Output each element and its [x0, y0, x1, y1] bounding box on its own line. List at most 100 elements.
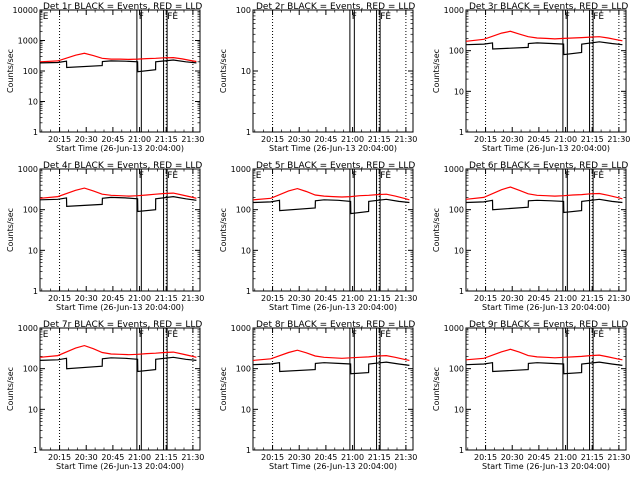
y-axis-label: Counts/sec [6, 208, 15, 252]
panel-title: Det 8r BLACK = Events, RED = LLD [256, 320, 415, 330]
lld-rate-line [39, 344, 197, 358]
y-tick-label: 10 [241, 67, 251, 76]
y-axis-label: Counts/sec [6, 49, 15, 93]
x-tick-label: 20:30 [501, 453, 524, 462]
y-tick-label: 1 [459, 287, 464, 296]
panel-det-6: Det 6r BLACK = Events, RED = LLD 1 10 100 10… [432, 161, 630, 312]
y-tick-label: 1 [33, 128, 38, 137]
x-tick-label: 21:15 [155, 294, 178, 303]
x-tick-label: 20:15 [474, 294, 497, 303]
y-tick-label: 1 [246, 128, 251, 137]
x-tick-label: 21:15 [155, 453, 178, 462]
x-tick-label: 21:00 [554, 453, 577, 462]
flag-label: F [139, 171, 144, 181]
y-tick-label: 100 [449, 47, 464, 56]
panel-title: Det 4r BLACK = Events, RED = LLD [43, 161, 202, 171]
y-axis-label: Counts/sec [432, 208, 441, 252]
panel-title: Det 6r BLACK = Events, RED = LLD [469, 161, 628, 171]
lld-rate-line [252, 187, 410, 201]
x-tick-label: 20:30 [288, 453, 311, 462]
x-tick-label: 20:45 [314, 294, 337, 303]
plot-frame [465, 327, 627, 451]
y-tick-label: 100 [23, 67, 38, 76]
y-tick-label: 100 [236, 365, 251, 374]
x-tick-label: 20:45 [314, 453, 337, 462]
x-tick-label: 21:15 [368, 294, 391, 303]
events-rate-line [252, 361, 410, 375]
x-axis-label: Start Time (26-Jun-13 20:04:00) [269, 303, 397, 312]
x-axis-label: Start Time (26-Jun-13 20:04:00) [56, 303, 184, 312]
y-axis-label: Counts/sec [219, 367, 228, 411]
x-tick-label: 20:30 [75, 294, 98, 303]
x-tick-label: 20:15 [474, 135, 497, 144]
x-tick-label: 21:30 [181, 294, 204, 303]
y-tick-label: 10 [28, 246, 38, 255]
x-tick-label: 20:15 [261, 453, 284, 462]
lld-rate-line [252, 349, 410, 361]
plot-frame [39, 168, 201, 292]
flag-label: F [139, 12, 144, 22]
x-tick-label: 21:15 [368, 453, 391, 462]
y-tick-label: 1000 [18, 324, 38, 333]
x-tick-label: 20:45 [527, 135, 550, 144]
y-tick-label: 100 [449, 206, 464, 215]
y-tick-label: 100 [23, 206, 38, 215]
panel-det-7: Det 7r BLACK = Events, RED = LLD 1 10 100 10… [6, 320, 204, 471]
x-tick-label: 21:30 [181, 453, 204, 462]
plot-frame [252, 168, 414, 292]
y-axis-label: Counts/sec [6, 367, 15, 411]
x-tick-label: 20:45 [101, 294, 124, 303]
y-tick-label: 100 [449, 365, 464, 374]
x-tick-label: 21:30 [607, 294, 630, 303]
x-tick-label: 21:00 [554, 294, 577, 303]
x-tick-label: 21:00 [554, 135, 577, 144]
x-tick-label: 21:30 [181, 135, 204, 144]
lld-rate-line [39, 187, 197, 199]
x-axis-label: Start Time (26-Jun-13 20:04:00) [269, 462, 397, 471]
panel-det-8: Det 8r BLACK = Events, RED = LLD 1 10 100 10… [219, 320, 417, 471]
flag-label: F [352, 330, 357, 340]
y-tick-label: 10 [454, 87, 464, 96]
x-tick-label: 20:45 [314, 135, 337, 144]
flag-label: FE [593, 12, 604, 22]
x-axis-label: Start Time (26-Jun-13 20:04:00) [482, 303, 610, 312]
panel-title: Det 9r BLACK = Events, RED = LLD [469, 320, 628, 330]
panel-title: Det 2r BLACK = Events, RED = LLD [256, 2, 415, 12]
panel-title: Det 5r BLACK = Events, RED = LLD [256, 161, 415, 171]
x-tick-label: 20:30 [75, 135, 98, 144]
x-axis-label: Start Time (26-Jun-13 20:04:00) [56, 462, 184, 471]
y-tick-label: 10 [28, 405, 38, 414]
y-tick-label: 10 [241, 405, 251, 414]
x-axis-label: Start Time (26-Jun-13 20:04:00) [56, 144, 184, 153]
panel-det-3: Det 3r BLACK = Events, RED = LLD 1 10 100 10… [432, 2, 630, 153]
y-tick-label: 100 [23, 365, 38, 374]
x-tick-label: 20:30 [501, 294, 524, 303]
x-tick-label: 21:00 [128, 453, 151, 462]
flag-label: F [352, 12, 357, 22]
plot-frame [252, 9, 414, 133]
panel-det-2: Det 2r BLACK = Events, RED = LLD 1 10 100 Co… [219, 2, 417, 153]
plot-frame [252, 327, 414, 451]
events-rate-line [252, 198, 410, 215]
y-tick-label: 1 [459, 128, 464, 137]
flag-label: FE [167, 330, 178, 340]
panel-title: Det 3r BLACK = Events, RED = LLD [469, 2, 628, 12]
x-tick-label: 21:15 [155, 135, 178, 144]
flag-label: FE [167, 171, 178, 181]
x-tick-label: 21:30 [394, 294, 417, 303]
flag-label: FE [167, 12, 178, 22]
flag-label: E [256, 171, 262, 181]
x-tick-label: 20:15 [261, 135, 284, 144]
x-tick-label: 21:30 [607, 453, 630, 462]
x-tick-label: 20:15 [261, 294, 284, 303]
plot-frame [39, 327, 201, 451]
lld-rate-line [39, 52, 197, 63]
flag-label: F [565, 330, 570, 340]
x-tick-label: 21:15 [581, 294, 604, 303]
y-tick-label: 1 [33, 446, 38, 455]
x-tick-label: 20:30 [288, 294, 311, 303]
y-tick-label: 1 [459, 446, 464, 455]
y-tick-label: 10 [454, 405, 464, 414]
events-rate-line [465, 361, 623, 375]
